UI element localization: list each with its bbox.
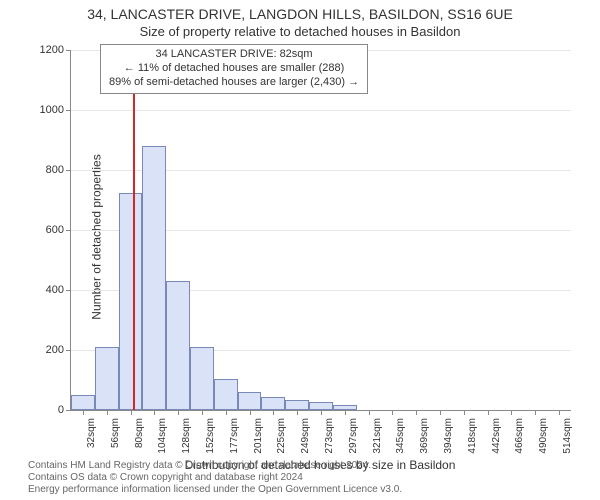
x-tick-mark xyxy=(131,410,132,415)
x-tick-label: 369sqm xyxy=(419,418,430,478)
x-tick-label: 394sqm xyxy=(443,418,454,478)
x-tick-mark xyxy=(202,410,203,415)
x-tick-mark xyxy=(297,410,298,415)
x-tick-label: 177sqm xyxy=(229,418,240,478)
y-tick-label: 400 xyxy=(4,284,64,296)
x-tick-mark xyxy=(440,410,441,415)
y-tick-label: 600 xyxy=(4,224,64,236)
y-tick-mark xyxy=(66,170,71,171)
x-tick-mark xyxy=(392,410,393,415)
footer-line-3: Energy performance information licensed … xyxy=(28,484,402,496)
histogram-bar xyxy=(285,400,309,411)
x-tick-mark xyxy=(83,410,84,415)
x-tick-mark xyxy=(369,410,370,415)
chart-title-sub: Size of property relative to detached ho… xyxy=(0,24,600,39)
legend-line-2: ← 11% of detached houses are smaller (28… xyxy=(109,62,359,76)
y-tick-mark xyxy=(66,410,71,411)
plot-area xyxy=(70,50,571,411)
x-tick-mark xyxy=(107,410,108,415)
x-tick-mark xyxy=(273,410,274,415)
chart-title-main: 34, LANCASTER DRIVE, LANGDON HILLS, BASI… xyxy=(0,6,600,22)
x-tick-label: 297sqm xyxy=(348,418,359,478)
y-tick-label: 1200 xyxy=(4,44,64,56)
x-tick-mark xyxy=(559,410,560,415)
x-tick-label: 56sqm xyxy=(110,418,121,478)
y-tick-mark xyxy=(66,290,71,291)
y-tick-mark xyxy=(66,50,71,51)
histogram-bar xyxy=(119,193,143,411)
histogram-bar xyxy=(238,392,262,410)
histogram-bar xyxy=(166,281,190,410)
histogram-bar xyxy=(142,146,166,410)
y-tick-label: 800 xyxy=(4,164,64,176)
x-tick-label: 418sqm xyxy=(467,418,478,478)
x-tick-label: 514sqm xyxy=(562,418,573,478)
legend-box: 34 LANCASTER DRIVE: 82sqm ← 11% of detac… xyxy=(100,44,368,94)
reference-line xyxy=(133,50,135,410)
x-tick-mark xyxy=(154,410,155,415)
histogram-bar xyxy=(214,379,238,411)
x-tick-mark xyxy=(464,410,465,415)
histogram-bar xyxy=(71,395,95,410)
x-tick-label: 321sqm xyxy=(372,418,383,478)
y-tick-label: 0 xyxy=(4,404,64,416)
x-tick-label: 273sqm xyxy=(324,418,335,478)
chart-container: { "header": { "title_main": "34, LANCAST… xyxy=(0,0,600,500)
x-tick-mark xyxy=(250,410,251,415)
legend-line-1: 34 LANCASTER DRIVE: 82sqm xyxy=(109,48,359,62)
x-tick-label: 32sqm xyxy=(86,418,97,478)
x-tick-mark xyxy=(178,410,179,415)
gridline xyxy=(71,110,571,111)
y-tick-label: 200 xyxy=(4,344,64,356)
histogram-bar xyxy=(309,402,333,410)
x-tick-label: 490sqm xyxy=(538,418,549,478)
x-tick-mark xyxy=(488,410,489,415)
x-tick-label: 152sqm xyxy=(205,418,216,478)
x-tick-mark xyxy=(416,410,417,415)
x-tick-label: 249sqm xyxy=(300,418,311,478)
y-tick-label: 1000 xyxy=(4,104,64,116)
x-tick-label: 225sqm xyxy=(276,418,287,478)
x-tick-mark xyxy=(511,410,512,415)
y-tick-mark xyxy=(66,110,71,111)
x-tick-label: 201sqm xyxy=(253,418,264,478)
histogram-bar xyxy=(261,397,285,410)
x-tick-label: 80sqm xyxy=(134,418,145,478)
legend-line-3: 89% of semi-detached houses are larger (… xyxy=(109,76,359,90)
x-tick-mark xyxy=(226,410,227,415)
histogram-bar xyxy=(190,347,214,410)
histogram-bar xyxy=(95,347,119,410)
x-tick-mark xyxy=(535,410,536,415)
y-tick-mark xyxy=(66,350,71,351)
y-tick-mark xyxy=(66,230,71,231)
x-tick-label: 466sqm xyxy=(514,418,525,478)
x-tick-mark xyxy=(345,410,346,415)
x-tick-label: 442sqm xyxy=(491,418,502,478)
x-tick-label: 128sqm xyxy=(181,418,192,478)
x-tick-label: 345sqm xyxy=(395,418,406,478)
x-tick-mark xyxy=(321,410,322,415)
x-tick-label: 104sqm xyxy=(157,418,168,478)
